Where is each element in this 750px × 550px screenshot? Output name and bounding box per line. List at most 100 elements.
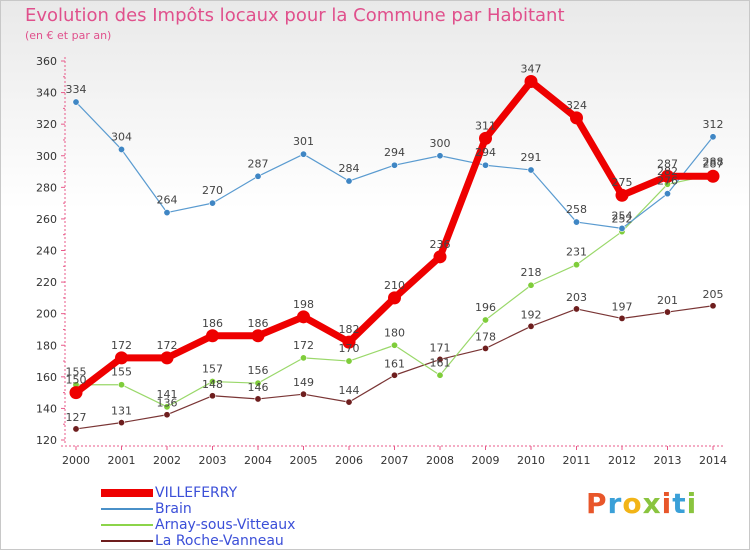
point-villeferry [388,291,401,305]
logo-letter: P [586,487,608,520]
point-villeferry [433,250,447,264]
x-tick-label: 2010 [517,454,545,467]
data-label-brain: 264 [157,194,178,207]
point-brain [345,177,353,185]
y-tick-label: 120 [36,434,57,447]
data-label-villeferry: 182 [339,323,360,336]
data-label-villeferry: 198 [293,298,314,311]
data-labels-layer: 127 131 136 148 146 149 144 161 171 178 192 203 197 2… [66,63,724,424]
data-label-villeferry: 287 [703,157,724,170]
y-tick-label: 320 [36,118,57,131]
data-label-la-roche: 197 [612,300,633,313]
data-label-villeferry: 186 [202,317,223,330]
point-brain [254,172,262,180]
point-la-roche [390,371,398,379]
data-label-villeferry: 150 [66,374,87,387]
data-label-la-roche: 127 [66,411,87,424]
data-label-arnay: 282 [657,165,678,178]
data-label-la-roche: 178 [475,330,496,343]
logo-letter: x [642,487,662,520]
point-villeferry [206,329,219,343]
point-brain [709,133,717,141]
data-label-villeferry: 186 [248,317,269,330]
data-label-villeferry: 172 [111,339,132,352]
y-tick-label: 140 [36,402,57,415]
y-tick-label: 160 [36,371,57,384]
data-label-la-roche: 192 [521,308,542,321]
data-label-villeferry: 172 [157,339,178,352]
y-tick-label: 180 [36,339,57,352]
y-tick-label: 360 [36,55,57,68]
data-label-brain: 276 [657,175,678,188]
legend-swatch-villeferry [101,489,153,497]
point-la-roche [254,395,262,403]
data-label-la-roche: 131 [111,405,132,418]
y-tick-label: 240 [36,245,57,258]
point-villeferry [251,329,265,343]
point-brain [118,145,126,153]
data-label-brain: 254 [612,209,633,222]
data-label-la-roche: 146 [248,381,269,394]
x-tick-label: 2000 [62,454,90,467]
point-villeferry [524,75,538,89]
logo-letter: i [686,487,698,520]
point-villeferry [69,386,83,400]
legend-label-la-roche: La Roche-Vanneau [155,533,284,549]
point-arnay [118,381,126,389]
legend-swatch-brain [101,508,153,510]
data-label-la-roche: 171 [430,341,451,354]
point-villeferry [570,111,583,125]
point-brain [572,218,580,226]
point-la-roche [436,355,444,363]
logo-letter: i [661,487,673,520]
point-arnay [299,354,307,362]
x-tick-label: 2002 [153,454,181,467]
data-label-la-roche: 161 [384,357,405,370]
point-villeferry [160,351,174,365]
point-villeferry [479,131,492,145]
data-label-la-roche: 148 [202,378,223,391]
point-arnay [390,341,398,349]
data-label-arnay: 156 [248,364,269,377]
y-tick-label: 280 [36,181,57,194]
data-label-villeferry: 287 [657,157,678,170]
point-arnay [163,403,171,411]
data-label-villeferry: 236 [430,238,451,251]
data-label-brain: 294 [475,146,496,159]
data-label-brain: 270 [202,184,223,197]
point-brain [163,209,171,217]
data-label-arnay: 288 [703,156,724,169]
point-villeferry [706,169,720,183]
legend-label-villeferry: VILLEFERRY [155,485,238,501]
x-tick-label: 2005 [290,454,318,467]
point-arnay [436,371,444,379]
point-arnay [481,316,489,324]
data-label-arnay: 172 [293,339,314,352]
legend-label-brain: Brain [155,501,192,517]
logo-letter: r [607,487,623,520]
x-tick-label: 2013 [654,454,682,467]
point-la-roche [345,398,353,406]
data-label-la-roche: 201 [657,294,678,307]
data-label-villeferry: 311 [475,119,496,132]
point-villeferry [615,188,629,202]
data-label-villeferry: 324 [566,99,587,112]
point-brain [390,161,398,169]
point-la-roche [527,322,535,330]
data-label-brain: 312 [703,118,724,131]
data-label-arnay: 231 [566,246,587,259]
data-label-brain: 291 [521,151,542,164]
x-tick-label: 2011 [563,454,591,467]
data-label-brain: 287 [248,157,269,170]
data-label-brain: 301 [293,135,314,148]
data-label-arnay: 155 [111,366,132,379]
data-label-arnay: 141 [157,388,178,401]
proxiti-logo: Proxiti [586,487,697,520]
point-la-roche [118,419,126,427]
x-tick-label: 2001 [108,454,136,467]
point-brain [209,199,217,207]
data-label-arnay: 170 [339,342,360,355]
data-label-brain: 334 [66,83,87,96]
data-label-la-roche: 203 [566,291,587,304]
